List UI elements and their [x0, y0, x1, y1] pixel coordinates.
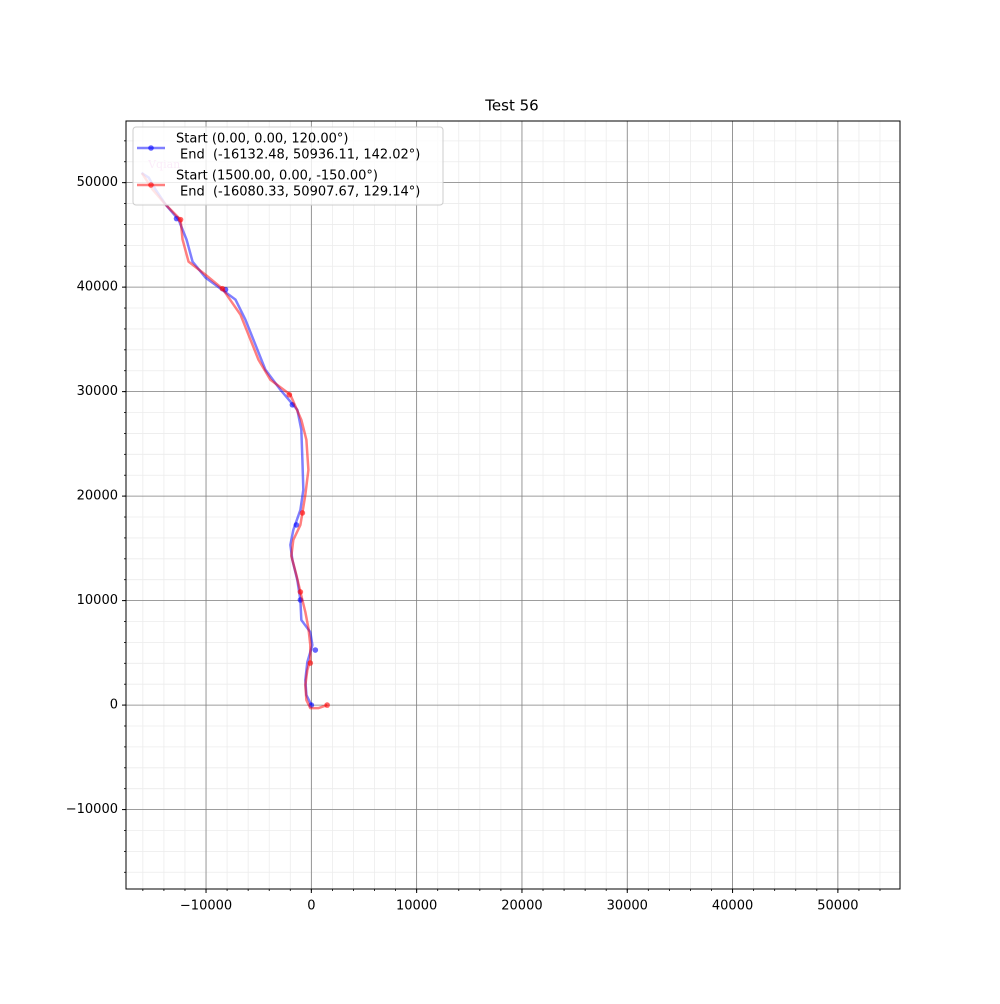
legend-label: Start (0.00, 0.00, 120.00°) [176, 132, 348, 147]
trajectory-marker [293, 522, 300, 528]
trajectory-marker [297, 589, 304, 595]
trajectory-line [140, 172, 328, 710]
plot-frame [125, 120, 901, 890]
y-tick-label: 50000 [77, 175, 118, 190]
trajectory-marker [286, 391, 293, 398]
trajectory-marker [177, 216, 184, 223]
legend-marker [148, 182, 154, 188]
trajectory-line [140, 171, 314, 706]
trajectory-marker [299, 510, 306, 516]
y-tick-label: 40000 [77, 280, 118, 295]
legend-label: End (-16132.48, 50936.11, 142.02°) [180, 148, 420, 163]
x-tick-label: −10000 [180, 899, 232, 914]
x-tick-label: 40000 [712, 899, 753, 914]
y-tick-label: 10000 [77, 593, 118, 608]
x-tick-label: 50000 [817, 899, 858, 914]
x-tick-label: 30000 [607, 899, 648, 914]
legend-label: End (-16080.33, 50907.67, 129.14°) [180, 185, 420, 200]
x-tick-label: 0 [307, 899, 315, 914]
trajectory-marker [219, 285, 226, 292]
x-tick-label: 10000 [396, 899, 437, 914]
trajectory-marker [307, 660, 314, 666]
legend-marker [148, 145, 154, 151]
y-tick-label: 0 [110, 698, 118, 713]
y-tick-label: 30000 [77, 384, 118, 399]
legend-box [132, 126, 444, 206]
trajectory-marker [324, 702, 330, 708]
legend-label: Start (1500.00, 0.00, -150.00°) [176, 169, 378, 184]
y-tick-label: −10000 [66, 802, 118, 817]
trajectory-marker [312, 647, 319, 653]
chart-title: Test 56 [484, 97, 538, 115]
x-tick-label: 20000 [501, 899, 542, 914]
y-tick-label: 20000 [77, 489, 118, 504]
